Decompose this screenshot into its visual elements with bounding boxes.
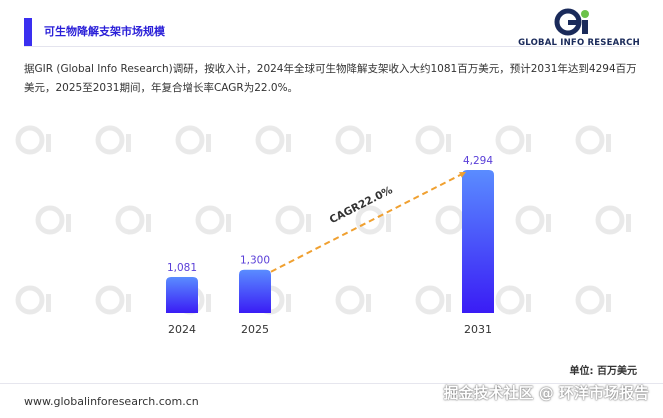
- header-divider: [24, 46, 639, 47]
- watermark-glyph: [195, 205, 231, 235]
- watermark-glyph: [415, 285, 451, 315]
- watermark-glyph: [415, 125, 451, 155]
- category-label-2024: 2024: [168, 323, 196, 336]
- logo-text: GLOBAL INFO RESEARCH: [518, 38, 640, 48]
- watermark-glyph: [515, 205, 551, 235]
- company-logo: GLOBAL INFO RESEARCH: [514, 8, 644, 48]
- watermark-glyph: [275, 205, 311, 235]
- watermark-glyph: [495, 285, 531, 315]
- footer-url: www.globalinforesearch.com.cn: [24, 395, 199, 408]
- watermark-glyph: [335, 125, 371, 155]
- watermark-glyph: [175, 125, 211, 155]
- value-label-2031: 4,294: [463, 155, 493, 167]
- watermark-glyph: [595, 205, 631, 235]
- cagr-trend-line: [270, 171, 467, 273]
- cagr-annotation: CAGR22.0%: [328, 184, 395, 226]
- unit-label: 单位: 百万美元: [569, 366, 637, 377]
- bar-2024: [166, 277, 198, 313]
- watermark-glyph: [115, 205, 151, 235]
- page-title: 可生物降解支架市场规模: [44, 25, 165, 38]
- cagr-arrowhead: [459, 172, 466, 178]
- watermark-glyph: [95, 125, 131, 155]
- watermark-glyph: [15, 285, 51, 315]
- bar-2031: [462, 170, 494, 313]
- watermark-glyph: [575, 285, 611, 315]
- watermark-glyph: [355, 205, 391, 235]
- watermark-glyph: [35, 205, 71, 235]
- background-watermark: [15, 125, 631, 315]
- bar-2025: [239, 269, 271, 313]
- value-label-2025: 1,300: [240, 255, 270, 267]
- header-accent-bar: [24, 18, 32, 46]
- logo-mark-icon: [554, 8, 589, 36]
- value-label-2024: 1,081: [167, 262, 197, 274]
- category-label-2031: 2031: [464, 323, 492, 336]
- summary-text: 据GIR (Global Info Research)调研，按收入计，2024年…: [24, 63, 637, 94]
- watermark-glyph: [255, 125, 291, 155]
- watermark-glyph: [575, 125, 611, 155]
- bar-chart: 1,081 2024 1,300 2025 4,294 2031 CAGR22.0%: [166, 155, 494, 336]
- footer-watermark: 掘金技术社区 @ 环洋市场报告: [443, 384, 649, 402]
- category-label-2025: 2025: [241, 323, 269, 336]
- watermark-glyph: [15, 125, 51, 155]
- watermark-glyph: [495, 125, 531, 155]
- watermark-glyph: [335, 285, 371, 315]
- watermark-glyph: [95, 285, 131, 315]
- footer-divider: [0, 383, 663, 384]
